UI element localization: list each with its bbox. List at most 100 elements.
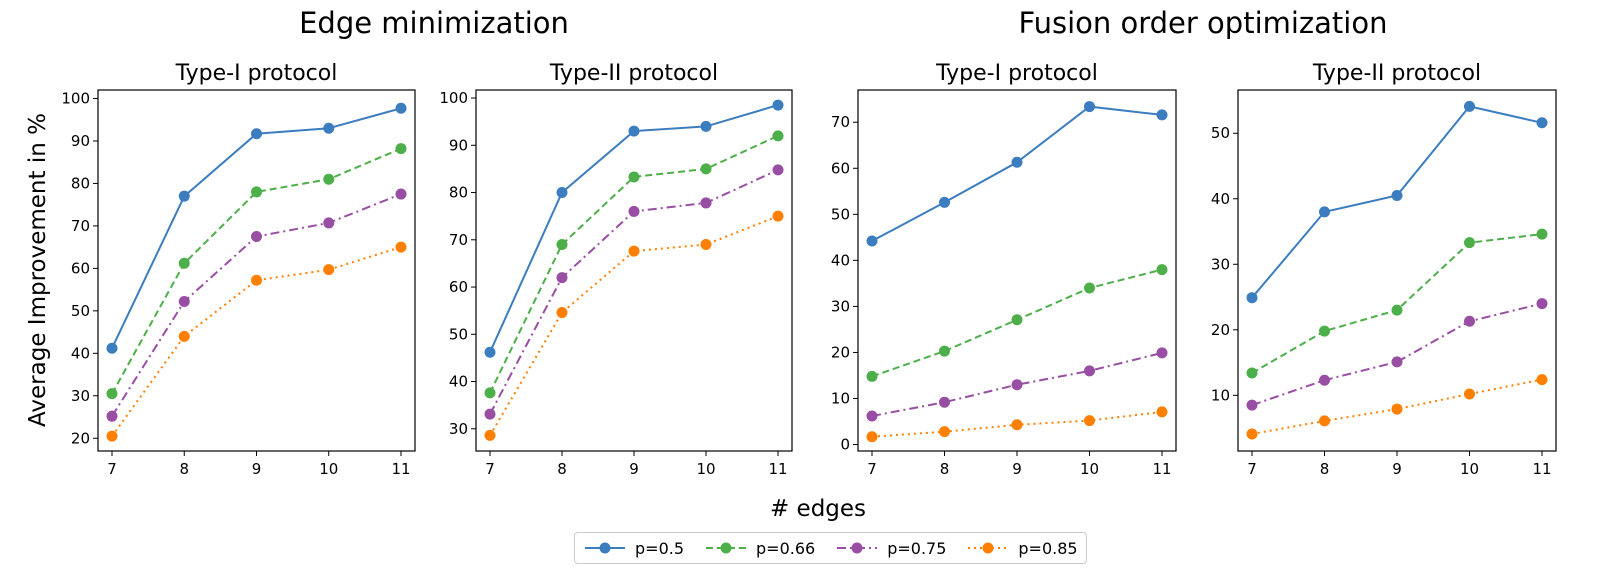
- data-point-p=0.85: [1319, 415, 1330, 427]
- data-point-p=0.75: [1246, 399, 1258, 411]
- legend-marker-p085: [968, 542, 1009, 554]
- data-point-p=0.5: [628, 125, 640, 137]
- data-point-p=0.85: [1246, 428, 1258, 440]
- data-point-p=0.75: [866, 410, 878, 422]
- legend-label-p066: p=0.66: [756, 538, 816, 558]
- data-point-p=0.75: [1319, 374, 1330, 386]
- legend-marker-p075: [837, 542, 878, 554]
- x-axis-label: # edges: [769, 496, 867, 522]
- data-point-p=0.75: [628, 205, 640, 217]
- data-point-p=0.85: [1464, 388, 1475, 400]
- data-point-p=0.75: [323, 217, 335, 229]
- y-tick-label: 40: [1211, 190, 1230, 208]
- y-tick-label: 20: [831, 343, 850, 361]
- x-tick-label: 7: [485, 460, 495, 478]
- y-tick-label: 50: [71, 302, 90, 320]
- series-line-p=0.66: [111, 147, 402, 395]
- data-point-p=0.66: [395, 143, 407, 155]
- data-point-p=0.75: [1011, 379, 1023, 391]
- x-tick-label: 8: [557, 460, 567, 478]
- data-point-p=0.66: [1391, 304, 1403, 316]
- y-tick-label: 0: [840, 436, 850, 454]
- data-point-p=0.85: [866, 431, 878, 443]
- data-point-p=0.66: [106, 388, 118, 400]
- data-point-p=0.5: [866, 235, 878, 247]
- data-point-p=0.85: [106, 430, 118, 442]
- series-line-p=0.5: [111, 107, 402, 349]
- data-point-p=0.85: [1156, 406, 1168, 418]
- legend-item-p066: p=0.66: [704, 539, 815, 558]
- legend-label-p085: p=0.85: [1018, 538, 1078, 558]
- data-point-p=0.66: [772, 130, 784, 142]
- series-line-p=0.75: [111, 193, 402, 417]
- y-tick-label: 10: [1211, 386, 1230, 404]
- plot-frame: [97, 89, 416, 452]
- data-point-p=0.5: [1246, 292, 1258, 304]
- subplot-3: Type-I protocol 7 8 9 10 11 0 10 20 30 40 50 60 70: [831, 61, 1177, 478]
- data-point-p=0.5: [395, 102, 407, 114]
- data-point-p=0.85: [556, 307, 568, 319]
- data-point-p=0.85: [939, 426, 950, 438]
- data-point-p=0.85: [700, 239, 712, 251]
- data-point-p=0.75: [484, 408, 496, 420]
- y-tick-label: 20: [71, 429, 90, 447]
- legend-label-p075: p=0.75: [887, 538, 947, 558]
- data-point-p=0.85: [1084, 415, 1095, 427]
- x-tick-label: 7: [107, 460, 117, 478]
- data-point-p=0.85: [1536, 374, 1548, 386]
- plot-frame: [475, 89, 793, 452]
- y-tick-label: 70: [71, 217, 90, 235]
- series-line-p=0.5: [871, 105, 1163, 242]
- x-tick-label: 7: [867, 460, 877, 478]
- subplot-title: Type-II protocol: [549, 61, 718, 86]
- data-point-p=0.75: [700, 197, 712, 209]
- data-point-p=0.85: [484, 429, 496, 441]
- data-point-p=0.75: [1156, 347, 1168, 359]
- data-point-p=0.66: [251, 186, 262, 198]
- y-tick-label: 60: [71, 259, 90, 277]
- data-point-p=0.85: [395, 241, 407, 253]
- y-tick-label: 70: [831, 113, 850, 131]
- subplot-title: Type-I protocol: [935, 61, 1098, 86]
- data-point-p=0.85: [1011, 419, 1023, 431]
- subplot-title: Type-II protocol: [1312, 61, 1481, 86]
- series-line-p=0.85: [111, 246, 402, 437]
- data-point-p=0.66: [1246, 367, 1258, 379]
- series-line-p=0.85: [1251, 378, 1543, 435]
- data-point-p=0.66: [323, 173, 335, 185]
- x-tick-label: 7: [1247, 460, 1257, 478]
- x-tick-label: 8: [1320, 460, 1330, 478]
- y-tick-label: 80: [449, 184, 468, 202]
- data-point-p=0.5: [106, 342, 118, 354]
- data-point-p=0.66: [1156, 264, 1168, 276]
- plot-frame: [1237, 89, 1557, 452]
- data-point-p=0.66: [939, 345, 950, 357]
- data-point-p=0.66: [628, 171, 640, 183]
- y-tick-label: 10: [831, 390, 850, 408]
- y-tick-label: 50: [449, 325, 468, 343]
- x-tick-label: 9: [629, 460, 639, 478]
- data-point-p=0.66: [1536, 228, 1548, 240]
- data-point-p=0.5: [323, 122, 335, 134]
- legend-item-p085: p=0.85: [966, 538, 1078, 558]
- data-point-p=0.75: [106, 410, 118, 422]
- y-tick-label: 90: [71, 132, 90, 150]
- x-tick-label: 9: [1012, 460, 1022, 478]
- data-point-p=0.85: [251, 274, 262, 286]
- legend-label-p05: p=0.5: [635, 538, 685, 558]
- subplot-2: Type-II protocol 7 8 9 10 11 30 40 50 60 70 80 90 100: [439, 61, 793, 478]
- x-tick-label: 9: [252, 460, 262, 478]
- data-point-p=0.66: [866, 370, 878, 382]
- data-point-p=0.85: [1391, 403, 1403, 415]
- data-point-p=0.85: [178, 330, 190, 342]
- data-point-p=0.5: [1156, 109, 1168, 121]
- x-tick-label: 10: [1460, 460, 1479, 478]
- legend: p=0.5 p=0.66 p=0.75 p=0.85: [574, 532, 1087, 564]
- y-tick-label: 30: [449, 420, 468, 438]
- x-tick-label: 8: [940, 460, 950, 478]
- data-point-p=0.75: [1084, 365, 1095, 377]
- data-point-p=0.85: [628, 245, 640, 257]
- data-point-p=0.85: [323, 264, 335, 276]
- data-point-p=0.66: [1011, 314, 1023, 326]
